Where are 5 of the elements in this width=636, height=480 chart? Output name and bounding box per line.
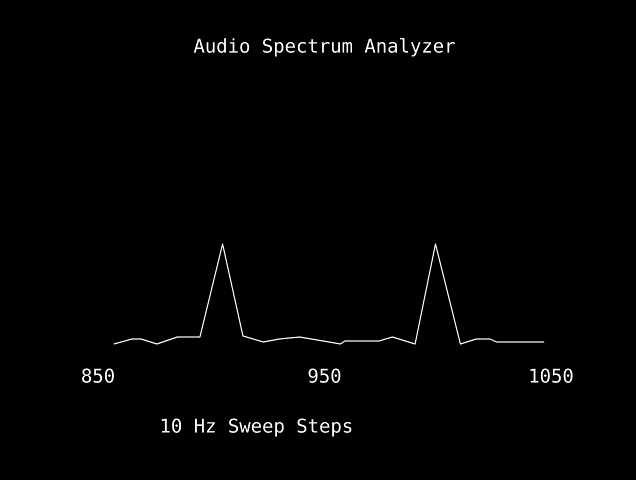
x-tick-label: 1050 — [530, 368, 573, 383]
chart-title: Audio Spectrum Analyzer — [194, 38, 455, 57]
x-axis-title: 10 Hz Sweep Steps — [162, 418, 352, 436]
x-tick-label: 850 — [82, 368, 114, 383]
x-tick-label: 950 — [308, 368, 340, 383]
